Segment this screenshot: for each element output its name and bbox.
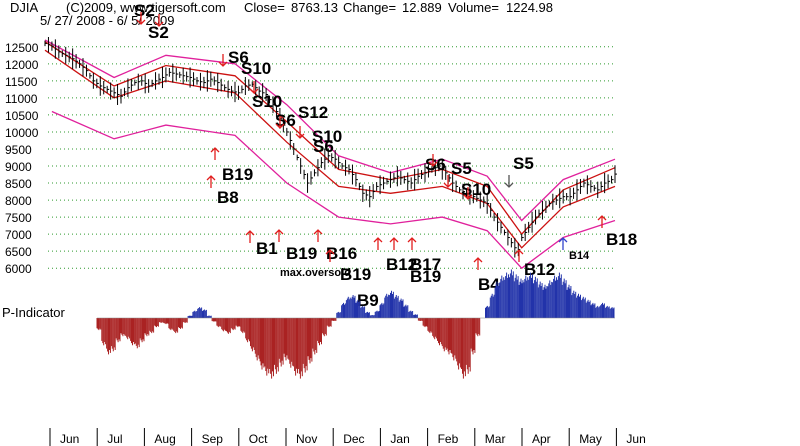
buy-arrow [325,249,335,262]
header-volume: 1224.98 [506,0,553,15]
x-tick-label: Jul [107,432,122,446]
header-close: 8763.13 [291,0,338,15]
buy-arrow [274,229,284,242]
y-axis: 12500 12000 11500 11000 10500 10000 9500 9000 85… [5,41,39,276]
y-tick-label: 8500 [5,177,32,191]
y-tick-label: 6500 [5,245,32,259]
buy-arrow [373,237,383,250]
signal-b16: B16 [326,244,357,263]
y-tick-label: 11000 [5,92,38,106]
header-close-label: Close= [244,0,285,15]
buy-arrow [514,249,524,262]
signal-b1: B1 [256,239,278,258]
x-axis: Jun Jul Aug Sep Oct Nov Dec Jan Feb Mar Apr May Jun [49,428,646,446]
sell-arrow [463,187,473,200]
buy-arrow [473,257,483,270]
signal-s6-c: S6 [313,137,334,156]
p-indicator [96,269,615,379]
sell-arrow [275,116,285,129]
x-tick-label: Jun [626,432,645,446]
indicator-label: P-Indicator [2,305,66,320]
x-tick-label: Mar [485,432,506,446]
header-change-label: Change= [343,0,396,15]
y-tick-label: 12500 [5,41,39,55]
signal-b19-c: B19 [340,265,371,284]
signal-s6-b: S6 [275,111,296,130]
signal-b12: B12 [386,255,417,274]
max-oversold-label: max.oversold [280,267,351,279]
header-change: 12.889 [402,0,442,15]
sell-arrow [295,126,305,139]
x-tick-label: Feb [438,432,459,446]
signals: S2 S2 S6 S10 S10 S6 S12 S10 S6 S6 S5 S10… [134,1,637,310]
signal-b18: B18 [606,230,637,249]
signal-b19: B19 [222,165,253,184]
signal-s10-b: S10 [252,92,282,111]
signal-s10: S10 [241,59,271,78]
signal-s10-c: S10 [312,127,342,146]
signal-s12: S12 [298,103,328,122]
buy-arrow [389,237,399,250]
y-tick-label: 9000 [5,160,32,174]
signal-s5: S5 [451,159,472,178]
y-tick-label: 8000 [5,194,32,208]
header-copyright: (C)2009, www.tigersoft.com [66,0,226,15]
signal-b12-b: B12 [524,260,555,279]
buy-arrow [313,229,323,242]
header-volume-label: Volume= [448,0,499,15]
x-tick-label: Sep [202,432,224,446]
signal-arrows [136,12,607,270]
header-symbol: DJIA [10,0,39,15]
x-tick-label: Dec [343,432,364,446]
buy-arrow [597,215,607,228]
grid [48,46,615,269]
x-tick-label: Jan [390,432,409,446]
buy-arrow [245,230,255,243]
y-tick-label: 7000 [5,228,32,242]
signal-b19-d: B19 [410,267,441,286]
x-tick-label: Nov [296,432,317,446]
signal-b17: B17 [410,255,441,274]
band-4 [51,110,616,270]
sell-arrow [218,54,228,67]
sell-arrow [504,175,514,188]
y-tick-label: 11500 [5,75,38,89]
y-tick-label: 6000 [5,262,32,276]
y-tick-label: 7500 [5,211,32,225]
sell-arrow [154,14,164,27]
x-tick-label: May [579,432,602,446]
band-3 [44,49,616,249]
sell-arrow [136,12,146,25]
x-tick-label: Jun [60,432,79,446]
signal-s2-b: S2 [148,23,169,42]
buy-arrow [558,237,568,250]
x-tick-label: Apr [532,432,551,446]
buy-arrow [210,147,220,160]
signal-b19-b: B19 [286,244,317,263]
signal-b8: B8 [217,188,239,207]
y-tick-label: 10000 [5,126,39,140]
signal-b14: B14 [569,250,590,262]
y-tick-label: 9500 [5,143,32,157]
x-tick-label: Oct [249,432,268,446]
y-tick-label: 10500 [5,109,39,123]
signal-b9: B9 [357,291,379,310]
x-tick-label: Aug [154,432,175,446]
band-1 [44,39,616,222]
signal-s6: S6 [228,48,249,67]
buy-arrow [407,237,417,250]
sell-arrow [443,175,453,188]
sell-arrow [249,81,259,94]
buy-arrow [206,175,216,188]
y-tick-label: 12000 [5,58,39,72]
sell-arrow [428,154,438,167]
signal-s5-b: S5 [513,154,534,173]
signal-s2-a: S2 [134,1,155,20]
